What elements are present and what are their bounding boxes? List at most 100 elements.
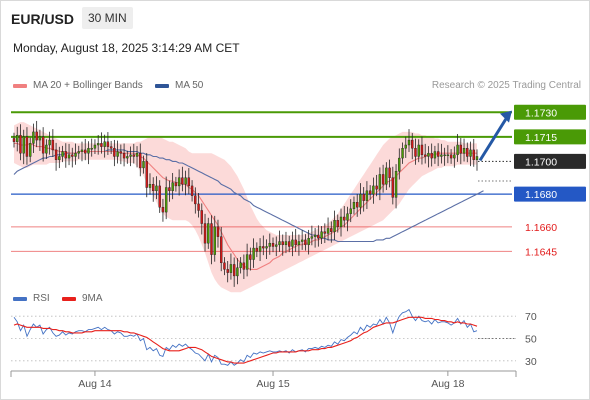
candle-body: [38, 136, 42, 141]
candle-body: [275, 244, 278, 247]
symbol-title: EUR/USD: [11, 11, 75, 27]
candle-body: [12, 138, 16, 142]
level-tag-1-1680: [514, 186, 586, 202]
candle-body: [126, 156, 129, 159]
candle-body: [265, 246, 268, 249]
candle-body: [372, 185, 375, 195]
candles-group: [12, 120, 479, 287]
candle-body: [443, 154, 446, 157]
candle-body: [142, 161, 145, 169]
candle-body: [190, 185, 194, 196]
rsi-tick-50: 50: [525, 334, 537, 346]
candle-body: [430, 152, 433, 159]
candle-body: [456, 144, 459, 156]
candle-body: [181, 177, 184, 185]
candle-body: [148, 184, 152, 188]
candle-body: [249, 254, 252, 260]
candle-body: [349, 208, 352, 214]
legend-ma50-swatch: [155, 83, 169, 88]
candle-body: [365, 190, 369, 201]
x-tick-label: Aug 18: [431, 378, 464, 390]
candle-body: [411, 139, 414, 149]
candle-body: [32, 131, 35, 144]
candle-body: [54, 149, 58, 160]
candle-body: [440, 154, 443, 157]
candle-body: [401, 148, 404, 159]
candle-body: [355, 202, 359, 208]
candle-body: [51, 139, 55, 151]
rsi-tick-30: 30: [525, 356, 537, 368]
candle-body: [433, 151, 437, 159]
candle-body: [48, 139, 51, 146]
rsi-tick-70: 70: [525, 311, 537, 323]
candle-body: [378, 174, 382, 190]
candle-body: [213, 226, 216, 255]
candle-body: [77, 151, 80, 154]
candle-body: [326, 228, 330, 234]
candle-body: [58, 156, 61, 160]
candle-body: [16, 134, 19, 142]
candle-body: [90, 148, 93, 150]
candle-body: [64, 151, 68, 159]
level-label-1-1680: 1.1680: [525, 189, 557, 201]
candle-body: [394, 170, 398, 198]
candle-body: [226, 269, 229, 273]
legend-ma50-label: MA 50: [175, 80, 204, 91]
candle-body: [103, 141, 106, 147]
forecast-arrow-shaft: [478, 114, 510, 162]
candle-body: [258, 246, 262, 252]
candle-body: [100, 143, 103, 147]
level-label-1-1730: 1.1730: [525, 107, 557, 119]
candle-body: [74, 152, 77, 157]
rsi-ma-line: [13, 316, 478, 364]
legend-ma50: MA 50: [155, 80, 203, 91]
candle-body: [407, 139, 411, 146]
candle-body: [61, 151, 64, 157]
candle-body: [336, 220, 339, 228]
level-label-1-1700: 1.1700: [525, 156, 557, 168]
legend-ma20: MA 20 + Bollinger Bands: [13, 80, 143, 91]
candle-body: [207, 223, 210, 244]
candle-body: [194, 195, 197, 205]
level-label-1-1660: 1.1660: [525, 222, 557, 234]
candle-body: [174, 182, 178, 187]
candle-body: [87, 148, 90, 154]
candle-body: [84, 149, 87, 154]
candle-body: [310, 236, 314, 239]
legend-rsi-swatch: [13, 296, 27, 301]
candle-body: [155, 185, 158, 192]
timeframe-badge[interactable]: 30 MIN: [82, 7, 133, 29]
candle-body: [462, 148, 466, 154]
candle-body: [197, 203, 200, 211]
candle-body: [236, 267, 239, 277]
candle-body: [22, 136, 25, 154]
candle-body: [223, 262, 226, 270]
candle-body: [436, 151, 440, 157]
candle-body: [368, 190, 372, 195]
candle-body: [466, 148, 469, 157]
candle-body: [200, 210, 203, 224]
candle-body: [313, 234, 317, 237]
candle-body: [417, 144, 420, 157]
x-tick-label: Aug 15: [256, 378, 289, 390]
candle-body: [67, 154, 71, 159]
candle-body: [93, 144, 97, 149]
candle-body: [294, 239, 297, 246]
candle-body: [404, 144, 407, 149]
candle-body: [288, 241, 291, 247]
level-label-1-1715: 1.1715: [525, 132, 557, 144]
candle-body: [71, 154, 74, 157]
candle-body: [281, 241, 284, 246]
candle-body: [132, 154, 136, 157]
candle-body: [391, 177, 395, 198]
candle-body: [210, 223, 213, 255]
candle-body: [171, 182, 174, 192]
legend-rsi-ma: 9MA: [62, 293, 103, 304]
candle-body: [414, 148, 417, 157]
level-tag-1-1700: [514, 153, 586, 169]
legend-rsi-ma-swatch: [62, 296, 76, 301]
candle-body: [284, 241, 288, 246]
candle-body: [381, 174, 385, 185]
level-tag-1-1715: [514, 129, 586, 145]
candle-body: [375, 185, 378, 190]
